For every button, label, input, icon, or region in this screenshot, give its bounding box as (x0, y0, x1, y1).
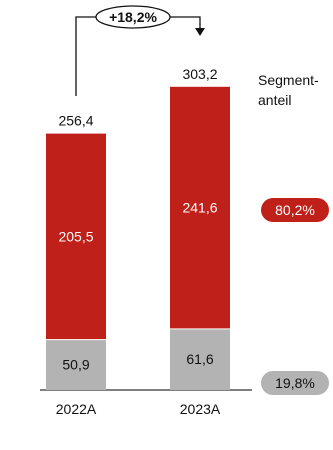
segment-share-badge-gray (261, 371, 329, 395)
bar-segment-2022A-1 (46, 133, 106, 340)
bar-segment-2022A-0 (46, 339, 106, 390)
growth-label: +18,2% (109, 9, 157, 25)
segment-share-title-line2: anteil (258, 92, 291, 108)
growth-badge (95, 5, 171, 29)
segment-share-badge-gray-label: 19,8% (275, 375, 315, 391)
bar-value-label-2022A-1: 205,5 (58, 228, 93, 244)
bar-value-label-2022A-0: 50,9 (62, 357, 89, 373)
bar-value-label-2023A-0: 61,6 (186, 351, 213, 367)
segment-share-title-line1: Segment- (258, 72, 319, 88)
bars-group: 50,9 205,5 256,4 2022A 61,6 241,6 303,2 2023A (46, 66, 230, 417)
bar-total-label-2023A: 303,2 (182, 66, 217, 82)
growth-connector-line (75, 16, 201, 96)
bar-total-label-2022A: 256,4 (58, 113, 93, 129)
x-tick-label-2022A: 2022A (56, 401, 97, 417)
bar-segment-2023A-1 (170, 86, 230, 329)
segment-share-badge-red (261, 198, 329, 222)
segment-share-badge-red-label: 80,2% (275, 202, 315, 218)
bar-segment-2023A-0 (170, 328, 230, 390)
growth-arrow-head (195, 28, 205, 36)
bar-value-label-2023A-1: 241,6 (182, 200, 217, 216)
x-tick-label-2023A: 2023A (180, 401, 221, 417)
